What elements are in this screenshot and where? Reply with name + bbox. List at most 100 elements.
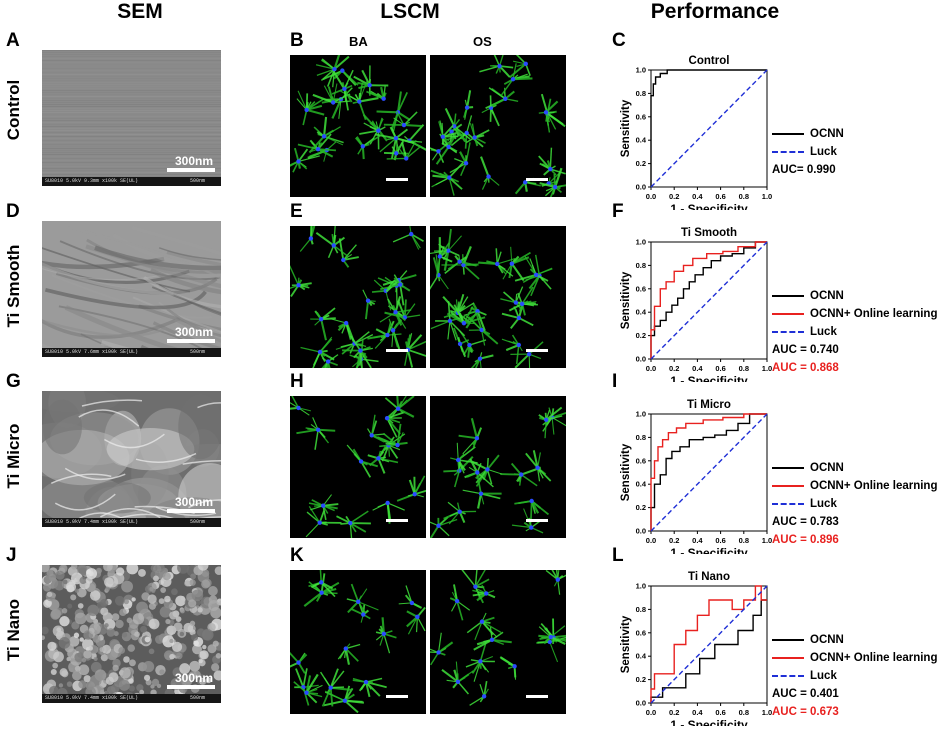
legend-swatch <box>772 639 804 641</box>
lscm-label-ba: BA <box>349 34 368 49</box>
chart-title: Ti Micro <box>687 399 731 411</box>
legend-label: OCNN+ Online learning <box>810 480 937 492</box>
lscm-image-os <box>430 226 566 368</box>
x-tick-label: 0.4 <box>692 708 703 717</box>
legend-entry: Luck <box>772 498 837 510</box>
legend-swatch <box>772 675 804 677</box>
lscm-image-os <box>430 396 566 538</box>
y-tick-label: 0.2 <box>636 159 646 168</box>
x-tick-label: 0.4 <box>692 192 703 201</box>
scale-bar <box>167 509 215 513</box>
y-tick-label: 0.0 <box>636 183 646 192</box>
lscm-column-header: LSCM <box>350 0 470 24</box>
x-tick-label: 0.8 <box>739 364 749 373</box>
x-axis-label: 1 - Specificity <box>670 374 748 382</box>
legend-label: OCNN+ Online learning <box>810 308 937 320</box>
x-tick-label: 1.0 <box>762 536 772 545</box>
panel-letter: D <box>6 201 20 223</box>
sem-info-text: SU8010 5.0kV 7.4mm x100k SE(UL) <box>45 518 138 527</box>
x-axis-label: 1 - Specificity <box>670 718 748 726</box>
scale-bar <box>526 695 548 698</box>
x-tick-label: 0.2 <box>669 364 679 373</box>
y-tick-label: 1.0 <box>636 410 646 419</box>
sem-scale-text: 500nm <box>190 177 205 186</box>
roc-chart: Ti Micro0.00.00.20.20.40.40.60.60.80.81.… <box>608 394 788 554</box>
x-tick-label: 0.6 <box>715 364 725 373</box>
y-tick-label: 1.0 <box>636 582 646 591</box>
y-tick-label: 0.8 <box>636 433 646 442</box>
sem-info-text: SU8010 5.0kV 9.3mm x100k SE(UL) <box>45 177 138 186</box>
y-tick-label: 0.0 <box>636 699 646 708</box>
panel-letter: C <box>612 30 626 52</box>
y-tick-label: 0.4 <box>636 480 647 489</box>
panel-letter: K <box>290 545 304 567</box>
scale-bar <box>386 695 408 698</box>
y-tick-label: 0.6 <box>636 628 646 637</box>
sem-info-bar: SU8010 5.0kV 7.4mm x100k SE(UL) 500nm <box>42 518 221 527</box>
sem-image: 300nm SU8010 5.0kV 7.6mm x100k SE(UL)500n… <box>42 221 221 357</box>
legend-entry: OCNN <box>772 462 844 474</box>
legend-label: OCNN <box>810 128 844 140</box>
auc-value: AUC = 0.783 <box>772 516 839 528</box>
lscm-image-os <box>430 55 566 197</box>
legend-label: Luck <box>810 146 837 158</box>
legend-entry: OCNN+ Online learning <box>772 652 937 664</box>
legend-entry: OCNN <box>772 128 844 140</box>
x-tick-label: 0.2 <box>669 192 679 201</box>
x-tick-label: 0.2 <box>669 536 679 545</box>
sem-info-bar: SU8010 5.0kV 7.6mm x100k SE(UL)500nm <box>42 348 221 357</box>
y-tick-label: 0.2 <box>636 503 646 512</box>
y-tick-label: 0.4 <box>636 308 647 317</box>
row-label: Ti Nano <box>4 550 24 710</box>
panel-letter: J <box>6 545 17 567</box>
legend-label: OCNN+ Online learning <box>810 652 937 664</box>
y-tick-label: 0.4 <box>636 136 647 145</box>
panel-letter: B <box>290 30 304 52</box>
sem-scale-text: 500nm <box>190 518 205 527</box>
roc-series-luck <box>651 414 767 531</box>
roc-series-luck <box>651 70 767 187</box>
x-axis-label: 1 - Specificity <box>670 202 748 210</box>
scale-bar <box>386 349 408 352</box>
lscm-image-ba <box>290 226 426 368</box>
x-tick-label: 1.0 <box>762 192 772 201</box>
x-tick-label: 1.0 <box>762 364 772 373</box>
scale-bar-label: 300nm <box>175 671 213 685</box>
performance-column-header: Performance <box>640 0 790 24</box>
chart-title: Control <box>689 55 730 67</box>
chart-title: Ti Smooth <box>681 227 737 239</box>
chart-legend: OCNN Luck AUC= 0.990 <box>772 128 940 238</box>
legend-label: OCNN <box>810 634 844 646</box>
sem-column-header: SEM <box>95 0 185 24</box>
y-tick-label: 0.6 <box>636 284 646 293</box>
x-tick-label: 0.4 <box>692 364 703 373</box>
legend-entry: OCNN+ Online learning <box>772 480 937 492</box>
auc-value: AUC = 0.896 <box>772 534 839 546</box>
auc-value: AUC = 0.673 <box>772 706 839 718</box>
sem-info-text: SU8010 5.0kV 7.4mm x100k SE(UL) <box>45 694 138 703</box>
row-label: Control <box>4 30 24 190</box>
legend-swatch <box>772 295 804 297</box>
y-tick-label: 0.0 <box>636 355 646 364</box>
legend-swatch <box>772 151 804 153</box>
y-tick-label: 0.0 <box>636 527 646 536</box>
scale-bar-label: 300nm <box>175 325 213 339</box>
legend-label: Luck <box>810 326 837 338</box>
legend-swatch <box>772 657 804 659</box>
scale-bar <box>526 349 548 352</box>
lscm-image-ba <box>290 396 426 538</box>
scale-bar <box>167 168 215 172</box>
sem-scale-text: 500nm <box>190 348 205 357</box>
y-tick-label: 1.0 <box>636 238 646 247</box>
sem-scale-text: 500nm <box>190 694 205 703</box>
sem-info-bar: SU8010 5.0kV 9.3mm x100k SE(UL) 500nm <box>42 177 221 186</box>
sem-image: 300nm SU8010 5.0kV 7.4mm x100k SE(UL) 500n… <box>42 565 221 703</box>
x-tick-label: 0.8 <box>739 536 749 545</box>
scale-bar <box>167 685 215 689</box>
scale-bar <box>526 178 548 181</box>
auc-value: AUC= 0.990 <box>772 164 836 176</box>
panel-letter: G <box>6 371 21 393</box>
row-label: Ti Micro <box>4 376 24 536</box>
legend-swatch <box>772 467 804 469</box>
